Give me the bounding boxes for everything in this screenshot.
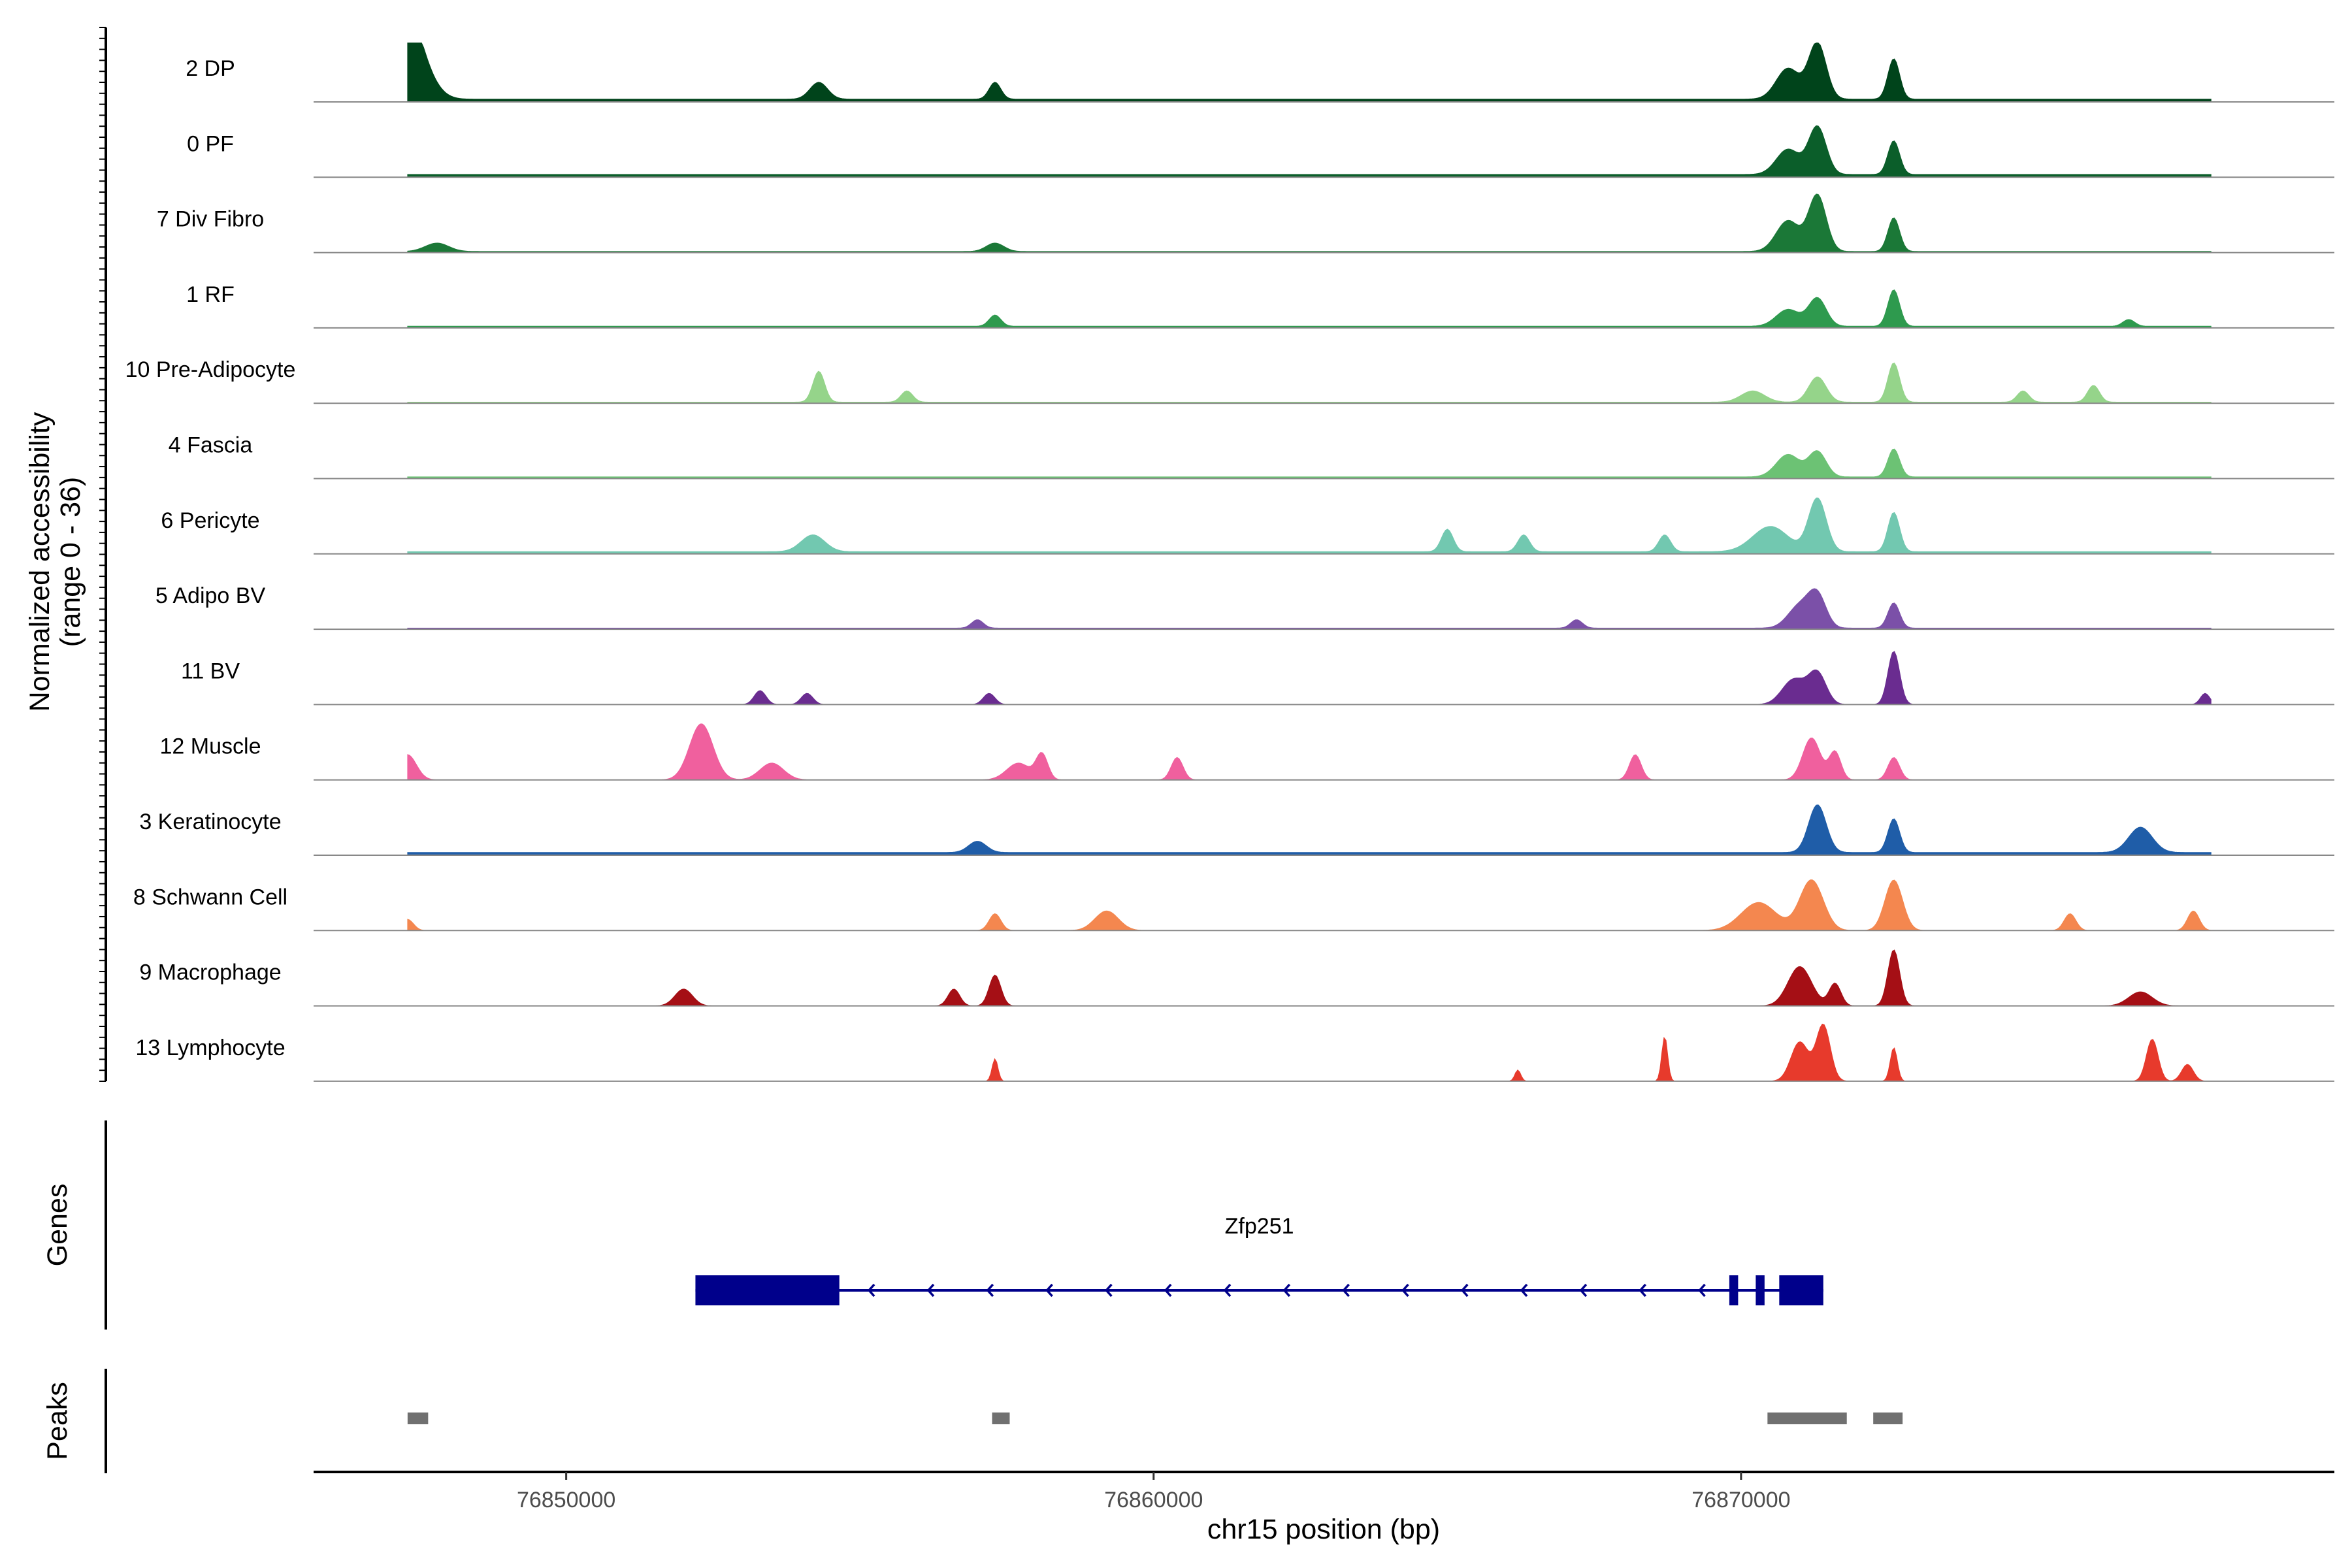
track-signal [407,949,2212,1007]
strand-arrow [1698,1283,1706,1298]
track-label: 8 Schwann Cell [133,885,287,909]
track-signal [407,497,2212,555]
genes-panel: Genes Zfp251 [42,1120,1823,1330]
strand-arrow [1105,1283,1113,1298]
track-label: 13 Lymphocyte [135,1036,285,1060]
track-4-fascia: 4 Fascia [169,433,2334,480]
track-label: 5 Adipo BV [155,583,266,608]
track-0-pf: 0 PF [187,125,2334,178]
gene-exon [1756,1275,1765,1305]
strand-arrow [986,1283,994,1298]
peak-region [1873,1413,1903,1424]
gene-exon [695,1275,840,1305]
x-tick-label: 76870000 [1691,1488,1790,1512]
track-signal [407,289,2212,329]
strand-arrow [1579,1283,1588,1298]
track-signal [407,804,2212,856]
track-label: 9 Macrophage [139,960,281,985]
gene-exon [1779,1275,1823,1305]
peak-region [1767,1413,1847,1424]
track-signal [407,588,2212,630]
track-signal [407,1023,2212,1082]
strand-arrow [1164,1283,1172,1298]
peak-region [992,1413,1010,1424]
track-signal [407,362,2212,404]
strand-arrow [1460,1283,1469,1298]
strand-arrow [1223,1283,1232,1298]
strand-arrow [1282,1283,1291,1298]
track-10-pre-adipocyte: 10 Pre-Adipocyte [125,357,2334,404]
strand-arrow [1639,1283,1646,1298]
coverage-tracks: 2 DP 0 PF 7 Div Fibro 1 RF 10 Pre-Adipocyte 4… [125,42,2334,1082]
strand-arrow [926,1283,935,1298]
track-label: 3 Keratinocyte [139,809,281,834]
peak-region [407,1413,429,1424]
track-2-dp: 2 DP [186,42,2334,103]
track-13-lymphocyte: 13 Lymphocyte [135,1023,2334,1082]
strand-arrow [1520,1283,1528,1298]
track-label: 7 Div Fibro [157,207,264,232]
track-8-schwann-cell: 8 Schwann Cell [133,879,2334,932]
strand-arrow [1342,1283,1350,1298]
track-signal [407,125,2212,178]
track-label: 1 RF [186,282,235,307]
y-axis-label-range: (range 0 - 36) [55,477,86,647]
track-label: 11 BV [181,659,240,683]
track-label: 10 Pre-Adipocyte [125,357,296,382]
track-label: 6 Pericyte [161,508,259,533]
track-signal [407,193,2212,253]
peaks-panel: Peaks [42,1369,1903,1473]
track-1-rf: 1 RF [186,282,2334,329]
gene-zfp251: Zfp251 [695,1214,1823,1305]
strand-arrow [1045,1283,1053,1298]
track-5-adipo-bv: 5 Adipo BV [155,583,2334,630]
track-9-macrophage: 9 Macrophage [139,949,2334,1007]
track-label: 0 PF [187,131,234,156]
track-signal [407,651,2212,705]
track-3-keratinocyte: 3 Keratinocyte [139,804,2334,856]
y-axis-label: Normalized accessibility [24,412,56,711]
y-axis [99,27,107,1082]
strand-arrow [1401,1283,1409,1298]
track-label: 4 Fascia [169,433,253,458]
x-axis-label: chr15 position (bp) [1207,1514,1440,1545]
track-signal [407,42,2212,103]
track-signal [407,879,2212,931]
track-signal [407,723,2212,781]
track-6-pericyte: 6 Pericyte [161,497,2334,555]
x-ticks: 76850000 76860000 76870000 [517,1472,1791,1512]
x-axis: 76850000 76860000 76870000 chr15 position … [314,1471,2334,1545]
track-signal [407,448,2212,479]
track-label: 12 Muscle [160,734,261,759]
x-tick-label: 76860000 [1104,1488,1203,1512]
track-12-muscle: 12 Muscle [160,723,2334,781]
gene-exon [1729,1275,1739,1305]
gene-models: Zfp251 [695,1214,1823,1305]
track-11-bv: 11 BV [181,651,2334,706]
gene-name: Zfp251 [1225,1214,1294,1239]
x-tick-label: 76850000 [517,1488,615,1512]
track-label: 2 DP [186,56,235,81]
peaks-panel-label: Peaks [42,1382,73,1460]
peak-regions [407,1413,1903,1424]
strand-arrow [867,1283,875,1298]
genes-panel-label: Genes [42,1184,73,1267]
track-7-div-fibro: 7 Div Fibro [157,193,2334,253]
